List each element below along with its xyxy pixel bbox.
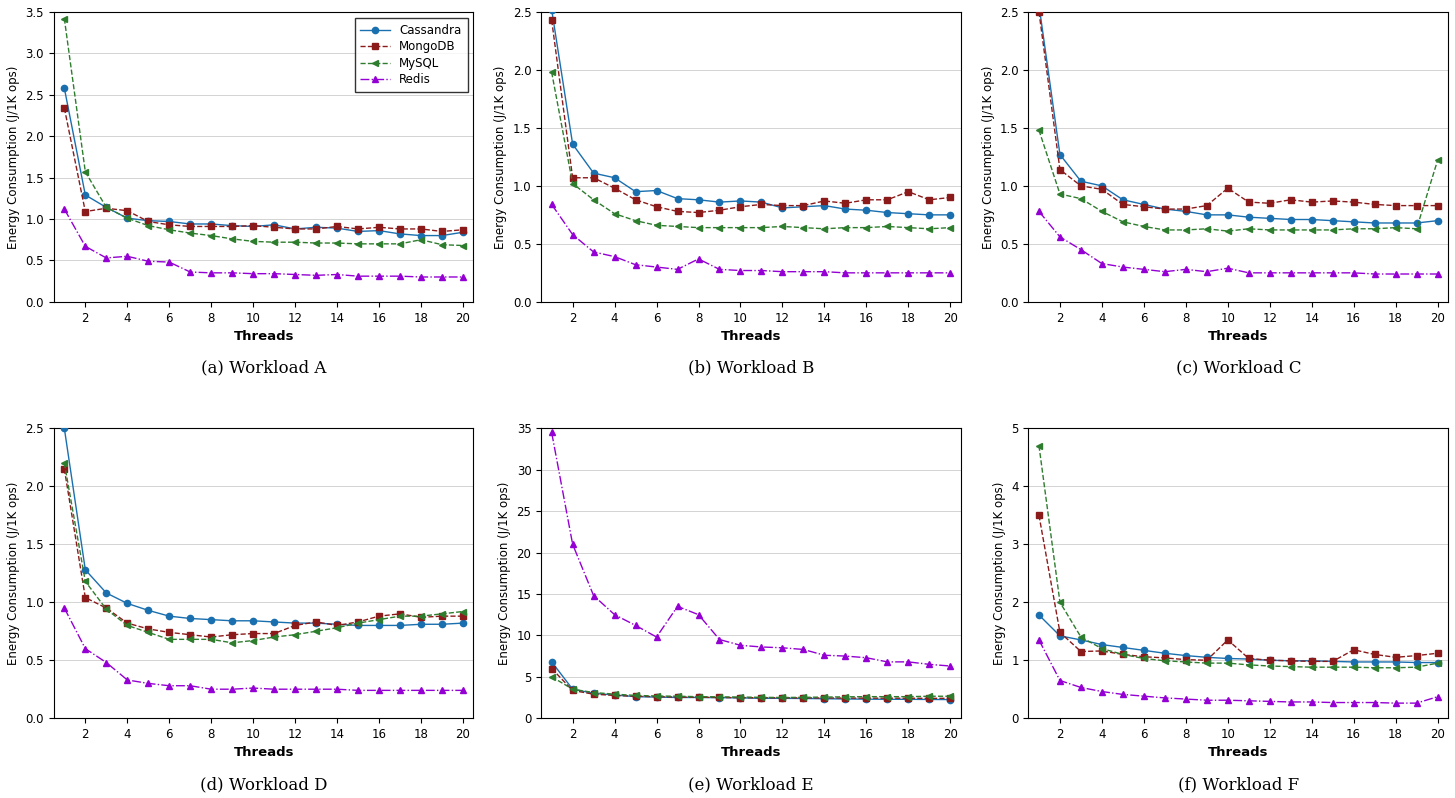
Text: (e) Workload E: (e) Workload E	[688, 776, 813, 793]
X-axis label: Threads: Threads	[1208, 330, 1269, 343]
Text: (a) Workload A: (a) Workload A	[201, 360, 326, 377]
X-axis label: Threads: Threads	[233, 330, 294, 343]
X-axis label: Threads: Threads	[720, 330, 781, 343]
Y-axis label: Energy Consumption (J/1K ops): Energy Consumption (J/1K ops)	[7, 65, 20, 248]
X-axis label: Threads: Threads	[720, 746, 781, 760]
Y-axis label: Energy Consumption (J/1K ops): Energy Consumption (J/1K ops)	[992, 481, 1005, 665]
X-axis label: Threads: Threads	[233, 746, 294, 760]
Y-axis label: Energy Consumption (J/1K ops): Energy Consumption (J/1K ops)	[7, 481, 20, 665]
Y-axis label: Energy Consumption (J/1K ops): Energy Consumption (J/1K ops)	[495, 65, 508, 248]
Text: (c) Workload C: (c) Workload C	[1176, 360, 1301, 377]
Text: (f) Workload F: (f) Workload F	[1177, 776, 1299, 793]
X-axis label: Threads: Threads	[1208, 746, 1269, 760]
Y-axis label: Energy Consumption (J/1K ops): Energy Consumption (J/1K ops)	[498, 481, 511, 665]
Legend: Cassandra, MongoDB, MySQL, Redis: Cassandra, MongoDB, MySQL, Redis	[355, 18, 467, 93]
Y-axis label: Energy Consumption (J/1K ops): Energy Consumption (J/1K ops)	[982, 65, 995, 248]
Text: (b) Workload B: (b) Workload B	[688, 360, 815, 377]
Text: (d) Workload D: (d) Workload D	[199, 776, 327, 793]
